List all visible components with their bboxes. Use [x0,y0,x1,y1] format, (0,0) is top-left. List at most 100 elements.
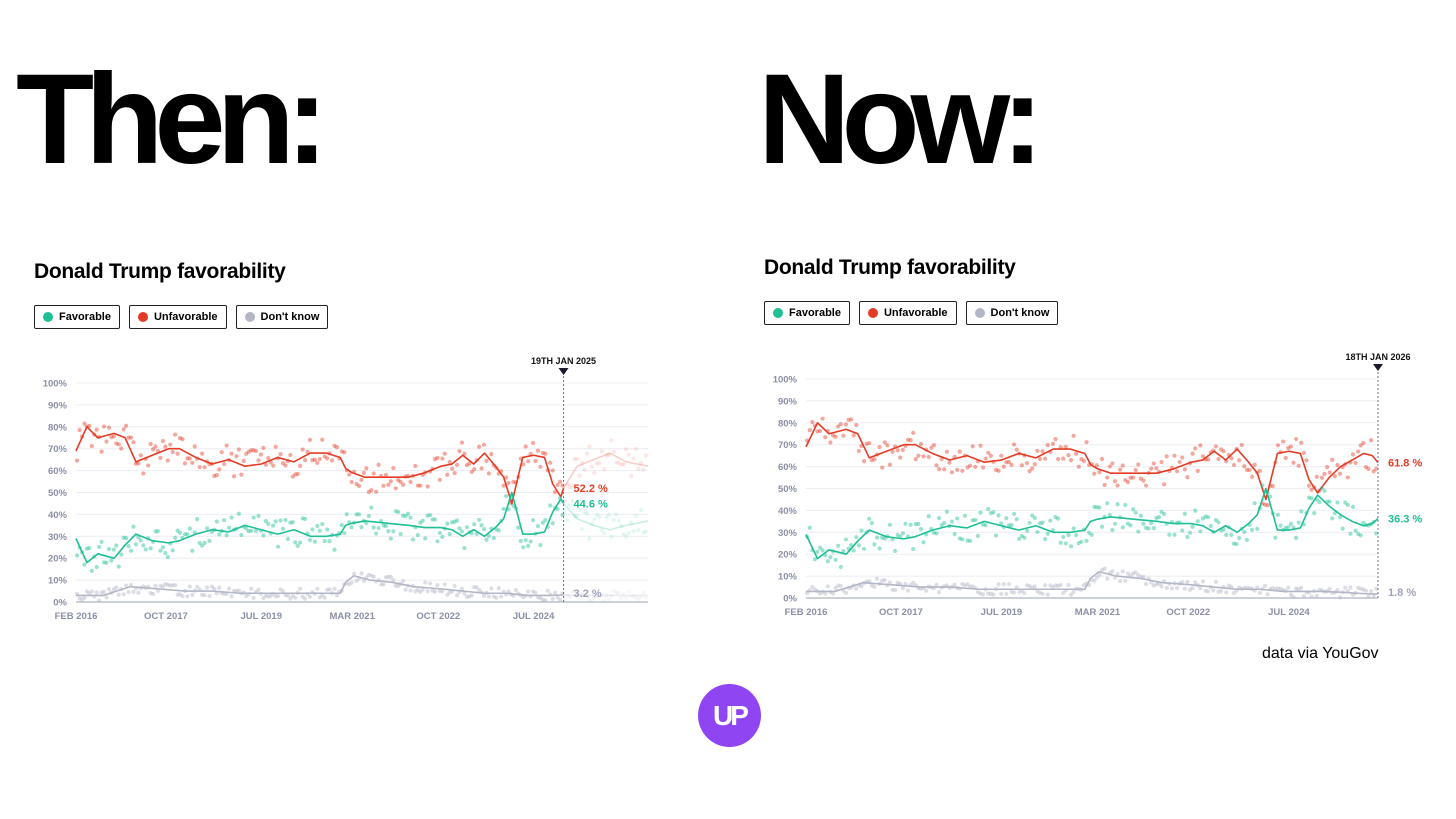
poll-dot [1314,474,1319,479]
y-tick-label: 50% [778,484,798,495]
poll-dot [1193,446,1198,451]
poll-dot [347,582,352,587]
poll-dot [830,591,836,596]
poll-dot [836,583,841,588]
y-tick-label: 10% [778,572,798,583]
poll-dot [986,506,991,512]
poll-dot [978,443,983,448]
poll-dot [403,587,408,592]
legend-dont-know-button[interactable]: Don't know [235,305,329,329]
y-tick-label: 0% [783,594,797,605]
poll-dot [1043,456,1048,461]
poll-dot [261,533,266,538]
poll-dot [1185,579,1190,584]
poll-dot [1061,590,1066,596]
poll-dot [626,452,631,457]
poll-dot [962,583,968,588]
poll-dot [116,592,121,597]
x-tick-label: OCT 2022 [1166,607,1210,618]
poll-dot [861,459,867,464]
poll-dot [570,498,575,504]
poll-dot [877,546,882,551]
poll-dot [1154,466,1159,471]
poll-dot [1032,462,1037,467]
poll-dot [302,516,308,522]
poll-dot [283,463,288,468]
poll-dot [236,447,241,452]
poll-dot [386,529,391,534]
poll-dot [572,456,577,462]
poll-dot [1273,535,1278,540]
poll-dot [820,548,825,553]
poll-dot [226,525,232,530]
legend-unfavorable-button[interactable]: Unfavorable [858,301,957,325]
poll-dot [633,513,639,518]
poll-dot [592,594,597,599]
poll-dot [1195,468,1200,473]
legend-favorable-button[interactable]: Favorable [34,305,120,329]
poll-dot [138,453,143,458]
poll-dot [611,518,617,523]
poll-dot [535,595,541,600]
poll-dot [251,595,256,601]
poll-dot [1288,444,1294,449]
poll-dot [197,540,202,546]
poll-dot [1035,589,1040,594]
poll-dot [911,580,916,585]
poll-dot [1115,483,1120,488]
poll-dot [931,530,937,535]
poll-dot [543,598,548,603]
poll-dot [619,462,624,467]
poll-dot [856,543,861,548]
poll-dot [187,526,192,531]
poll-dot [187,584,192,589]
poll-dot [584,594,590,599]
poll-dot [97,598,102,603]
poll-dot [1017,536,1022,541]
poll-dot [807,428,812,433]
poll-dot [1177,459,1182,465]
poll-dot [1296,520,1301,525]
poll-dot [584,451,590,456]
poll-dot [1296,587,1301,592]
legend-favorable-button[interactable]: Favorable [764,301,850,325]
poll-dot [173,432,178,437]
poll-dot [435,539,440,544]
legend-unfavorable-button[interactable]: Unfavorable [128,305,227,329]
poll-dot [236,588,241,593]
poll-dot [307,537,313,543]
poll-dot [1055,583,1061,588]
poll-dot [567,503,572,508]
poll-dot [1048,518,1053,523]
poll-dot [185,456,190,461]
poll-dot [356,483,362,489]
poll-dot [1027,583,1032,589]
poll-dot [263,593,268,598]
poll-dot [1012,590,1017,595]
poll-dot [636,597,641,602]
poll-dot [833,434,838,440]
legend-dont-know-button[interactable]: Don't know [965,301,1059,325]
poll-dot [991,592,996,597]
poll-dot [74,458,80,463]
poll-dot [1107,464,1112,469]
poll-dot [1032,584,1037,589]
poll-dot [874,576,880,581]
poll-dot [1180,580,1185,585]
poll-dot [1213,579,1218,584]
poll-dot [898,455,903,460]
poll-dot [530,440,536,446]
poll-dot [1286,525,1291,530]
poll-dot [1206,457,1211,462]
poll-dot [965,465,970,470]
poll-dot [472,584,477,590]
y-tick-label: 80% [778,418,798,429]
poll-dot [1358,586,1363,591]
poll-dot [1053,514,1058,520]
poll-dot [432,589,438,594]
poll-dot [459,529,465,534]
poll-dot [494,595,499,600]
poll-dot [148,441,153,447]
poll-dot [342,450,347,455]
poll-dot [825,559,830,564]
